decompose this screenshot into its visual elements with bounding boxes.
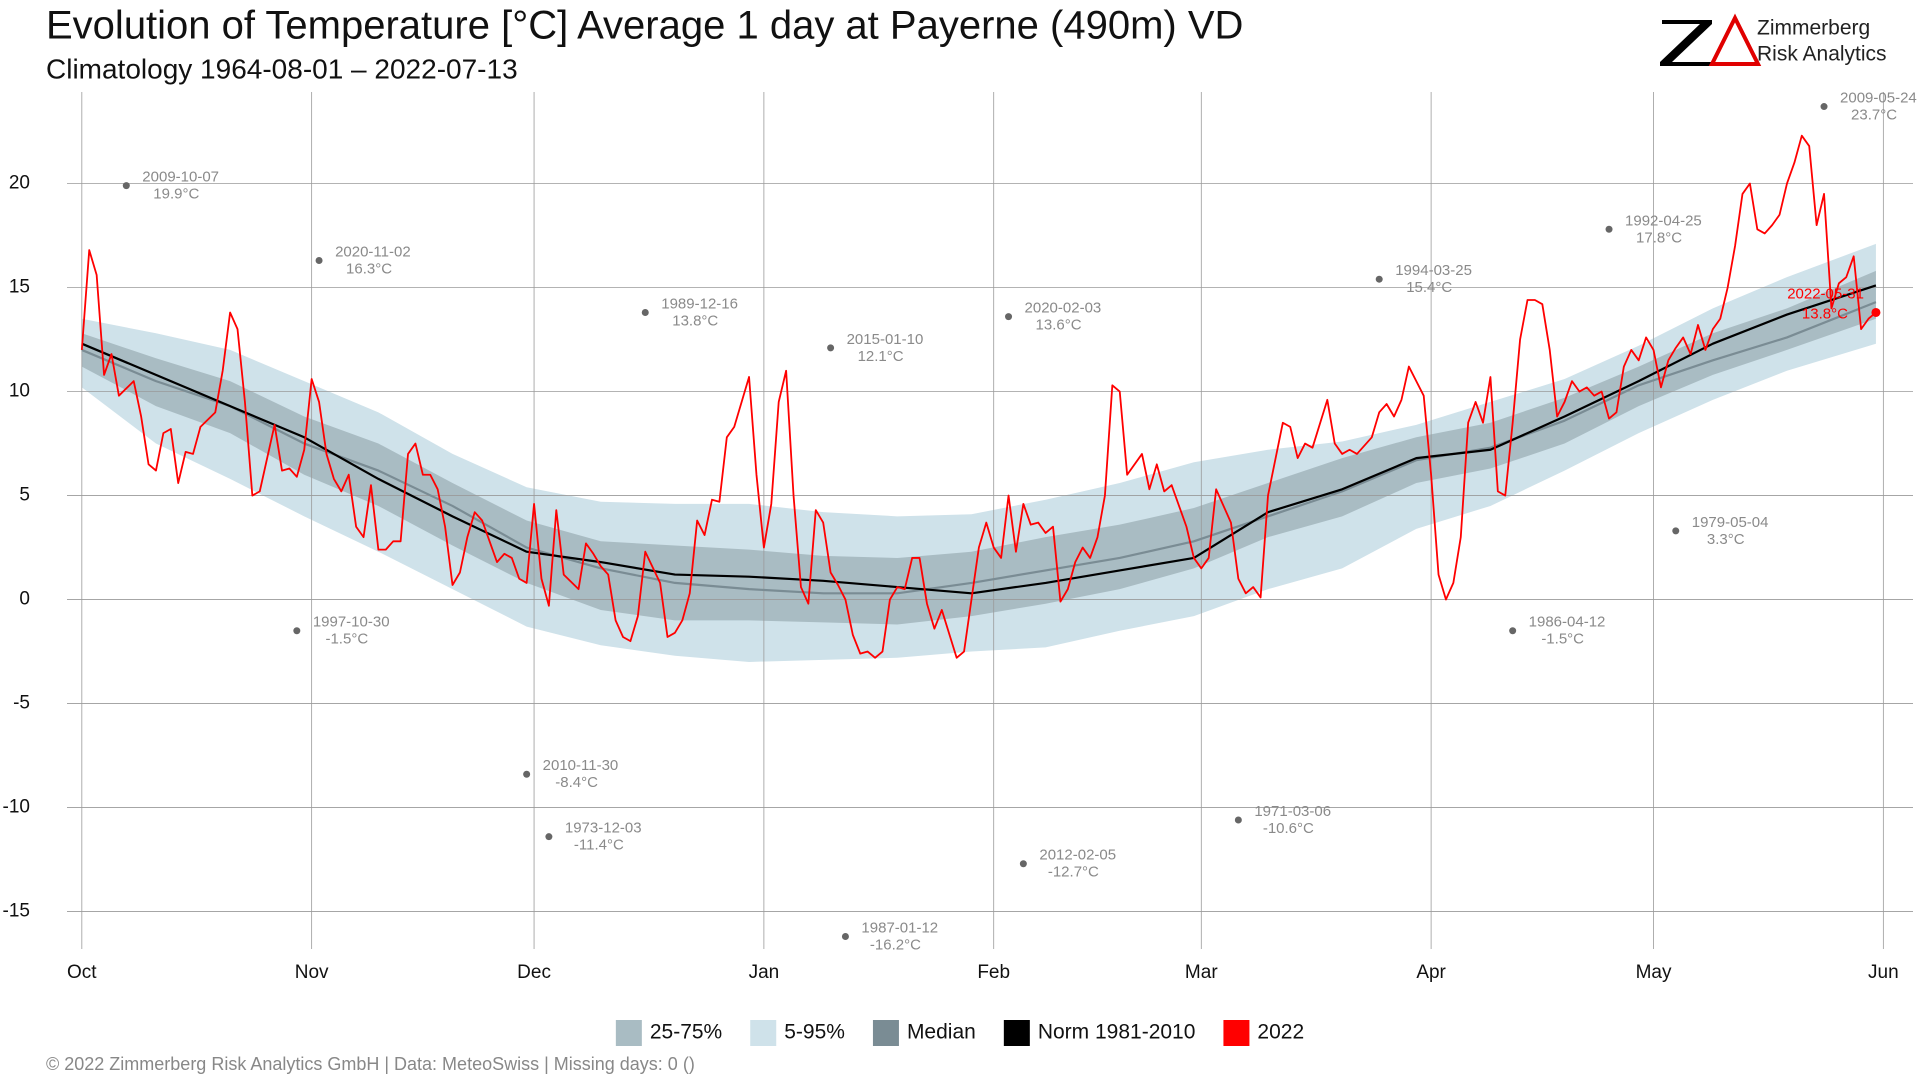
record-point xyxy=(1672,527,1680,535)
y-tick-label: 15 xyxy=(9,277,30,298)
record-date: 2015-01-10 xyxy=(847,331,924,348)
record-date: 1987-01-12 xyxy=(861,919,938,936)
record-label: -12.7°C xyxy=(1048,864,1099,881)
record-date: 1986-04-12 xyxy=(1529,614,1606,631)
record-date: 1992-04-25 xyxy=(1625,212,1702,229)
legend-swatch xyxy=(1223,1020,1250,1046)
logo-text: Risk Analytics xyxy=(1757,43,1887,66)
legend-label: 2022 xyxy=(1257,1021,1304,1044)
x-tick-label: May xyxy=(1636,962,1672,983)
x-tick-label: Dec xyxy=(517,962,551,983)
y-tick-label: 0 xyxy=(19,589,30,610)
record-date: 1997-10-30 xyxy=(313,614,390,631)
footer: © 2022 Zimmerberg Risk Analytics GmbH | … xyxy=(46,1054,695,1074)
record-point xyxy=(1509,627,1517,635)
plot-area: -15 -10 -5 0 5 10 15 20 Oct Nov Dec Jan Feb Mar Apr May… xyxy=(3,90,1917,983)
record-label: 12.1°C xyxy=(858,348,904,365)
record-point xyxy=(1234,816,1242,824)
record-date: 2010-11-30 xyxy=(543,757,619,774)
legend-label: Norm 1981-2010 xyxy=(1038,1021,1196,1044)
y-tick-label: 20 xyxy=(9,173,30,194)
chart-title: Evolution of Temperature [°C] Average 1 … xyxy=(46,4,1243,48)
y-tick-label: 5 xyxy=(19,485,30,506)
record-label: 15.4°C xyxy=(1406,279,1452,296)
x-tick-label: Mar xyxy=(1185,962,1218,983)
x-tick-label: Nov xyxy=(295,962,329,983)
record-date: 1989-12-16 xyxy=(661,295,738,312)
record-point xyxy=(293,627,301,635)
record-date: 1979-05-04 xyxy=(1692,514,1769,531)
x-tick-label: Jan xyxy=(749,962,780,983)
x-tick-label: Apr xyxy=(1416,962,1446,983)
record-label: -1.5°C xyxy=(1541,631,1584,648)
record-point xyxy=(1820,103,1828,111)
record-label: 17.8°C xyxy=(1636,229,1682,246)
logo-z xyxy=(1660,20,1713,66)
series-line xyxy=(81,301,1877,595)
y-tick-label: -5 xyxy=(13,693,30,714)
record-label: -8.4°C xyxy=(555,774,598,791)
record-point xyxy=(1375,275,1383,283)
legend: 25-75% 5-95% Median Norm 1981-2010 2022 xyxy=(615,1020,1304,1046)
record-point xyxy=(523,770,531,778)
logo-triangle xyxy=(1708,13,1762,66)
record-point xyxy=(1019,860,1027,868)
record-date: 2020-11-02 xyxy=(335,243,411,260)
y-tick-label: -15 xyxy=(3,901,30,922)
legend-swatch xyxy=(1003,1020,1030,1046)
legend-label: 25-75% xyxy=(650,1021,722,1044)
record-date: 2009-10-07 xyxy=(142,169,219,186)
x-tick-label: Jun xyxy=(1868,962,1899,983)
record-label: 13.6°C xyxy=(1036,317,1082,334)
x-tick-label: Oct xyxy=(67,962,97,983)
record-point xyxy=(841,933,849,941)
record-label: -10.6°C xyxy=(1263,820,1314,837)
record-label: -11.4°C xyxy=(574,837,624,854)
record-point xyxy=(122,182,130,190)
last-point xyxy=(1871,307,1881,317)
record-point xyxy=(315,256,323,264)
record-date: 1973-12-03 xyxy=(565,820,642,837)
record-label: -1.5°C xyxy=(325,631,368,648)
record-label: 3.3°C xyxy=(1707,531,1745,548)
last-label: 13.8°C xyxy=(1802,305,1848,322)
last-date: 2022-05-31 xyxy=(1787,285,1864,302)
legend-label: Median xyxy=(907,1021,976,1044)
record-point xyxy=(641,308,649,316)
record-label: 19.9°C xyxy=(153,186,199,203)
series-line xyxy=(80,134,1877,659)
record-date: 1994-03-25 xyxy=(1395,262,1472,279)
legend-swatch xyxy=(872,1020,899,1046)
record-label: 16.3°C xyxy=(346,260,392,277)
record-label: 13.8°C xyxy=(672,312,718,329)
y-tick-label: -10 xyxy=(3,797,30,818)
record-date: 2020-02-03 xyxy=(1025,300,1102,317)
legend-label: 5-95% xyxy=(784,1021,845,1044)
record-date: 2009-05-24 xyxy=(1840,90,1917,107)
record-point xyxy=(545,833,553,841)
logo: Zimmerberg Risk Analytics xyxy=(1660,13,1887,66)
legend-swatch xyxy=(615,1020,642,1046)
record-point xyxy=(827,344,835,352)
record-label: -16.2°C xyxy=(870,936,921,953)
legend-swatch xyxy=(750,1020,777,1046)
record-point xyxy=(1605,225,1613,233)
logo-text: Zimmerberg xyxy=(1757,17,1870,40)
x-tick-label: Feb xyxy=(977,962,1010,983)
record-label: 23.7°C xyxy=(1851,107,1897,124)
record-date: 1971-03-06 xyxy=(1254,803,1331,820)
record-date: 2012-02-05 xyxy=(1039,847,1116,864)
y-tick-label: 10 xyxy=(9,381,30,402)
record-point xyxy=(1005,313,1013,321)
chart-subtitle: Climatology 1964-08-01 – 2022-07-13 xyxy=(46,53,518,84)
